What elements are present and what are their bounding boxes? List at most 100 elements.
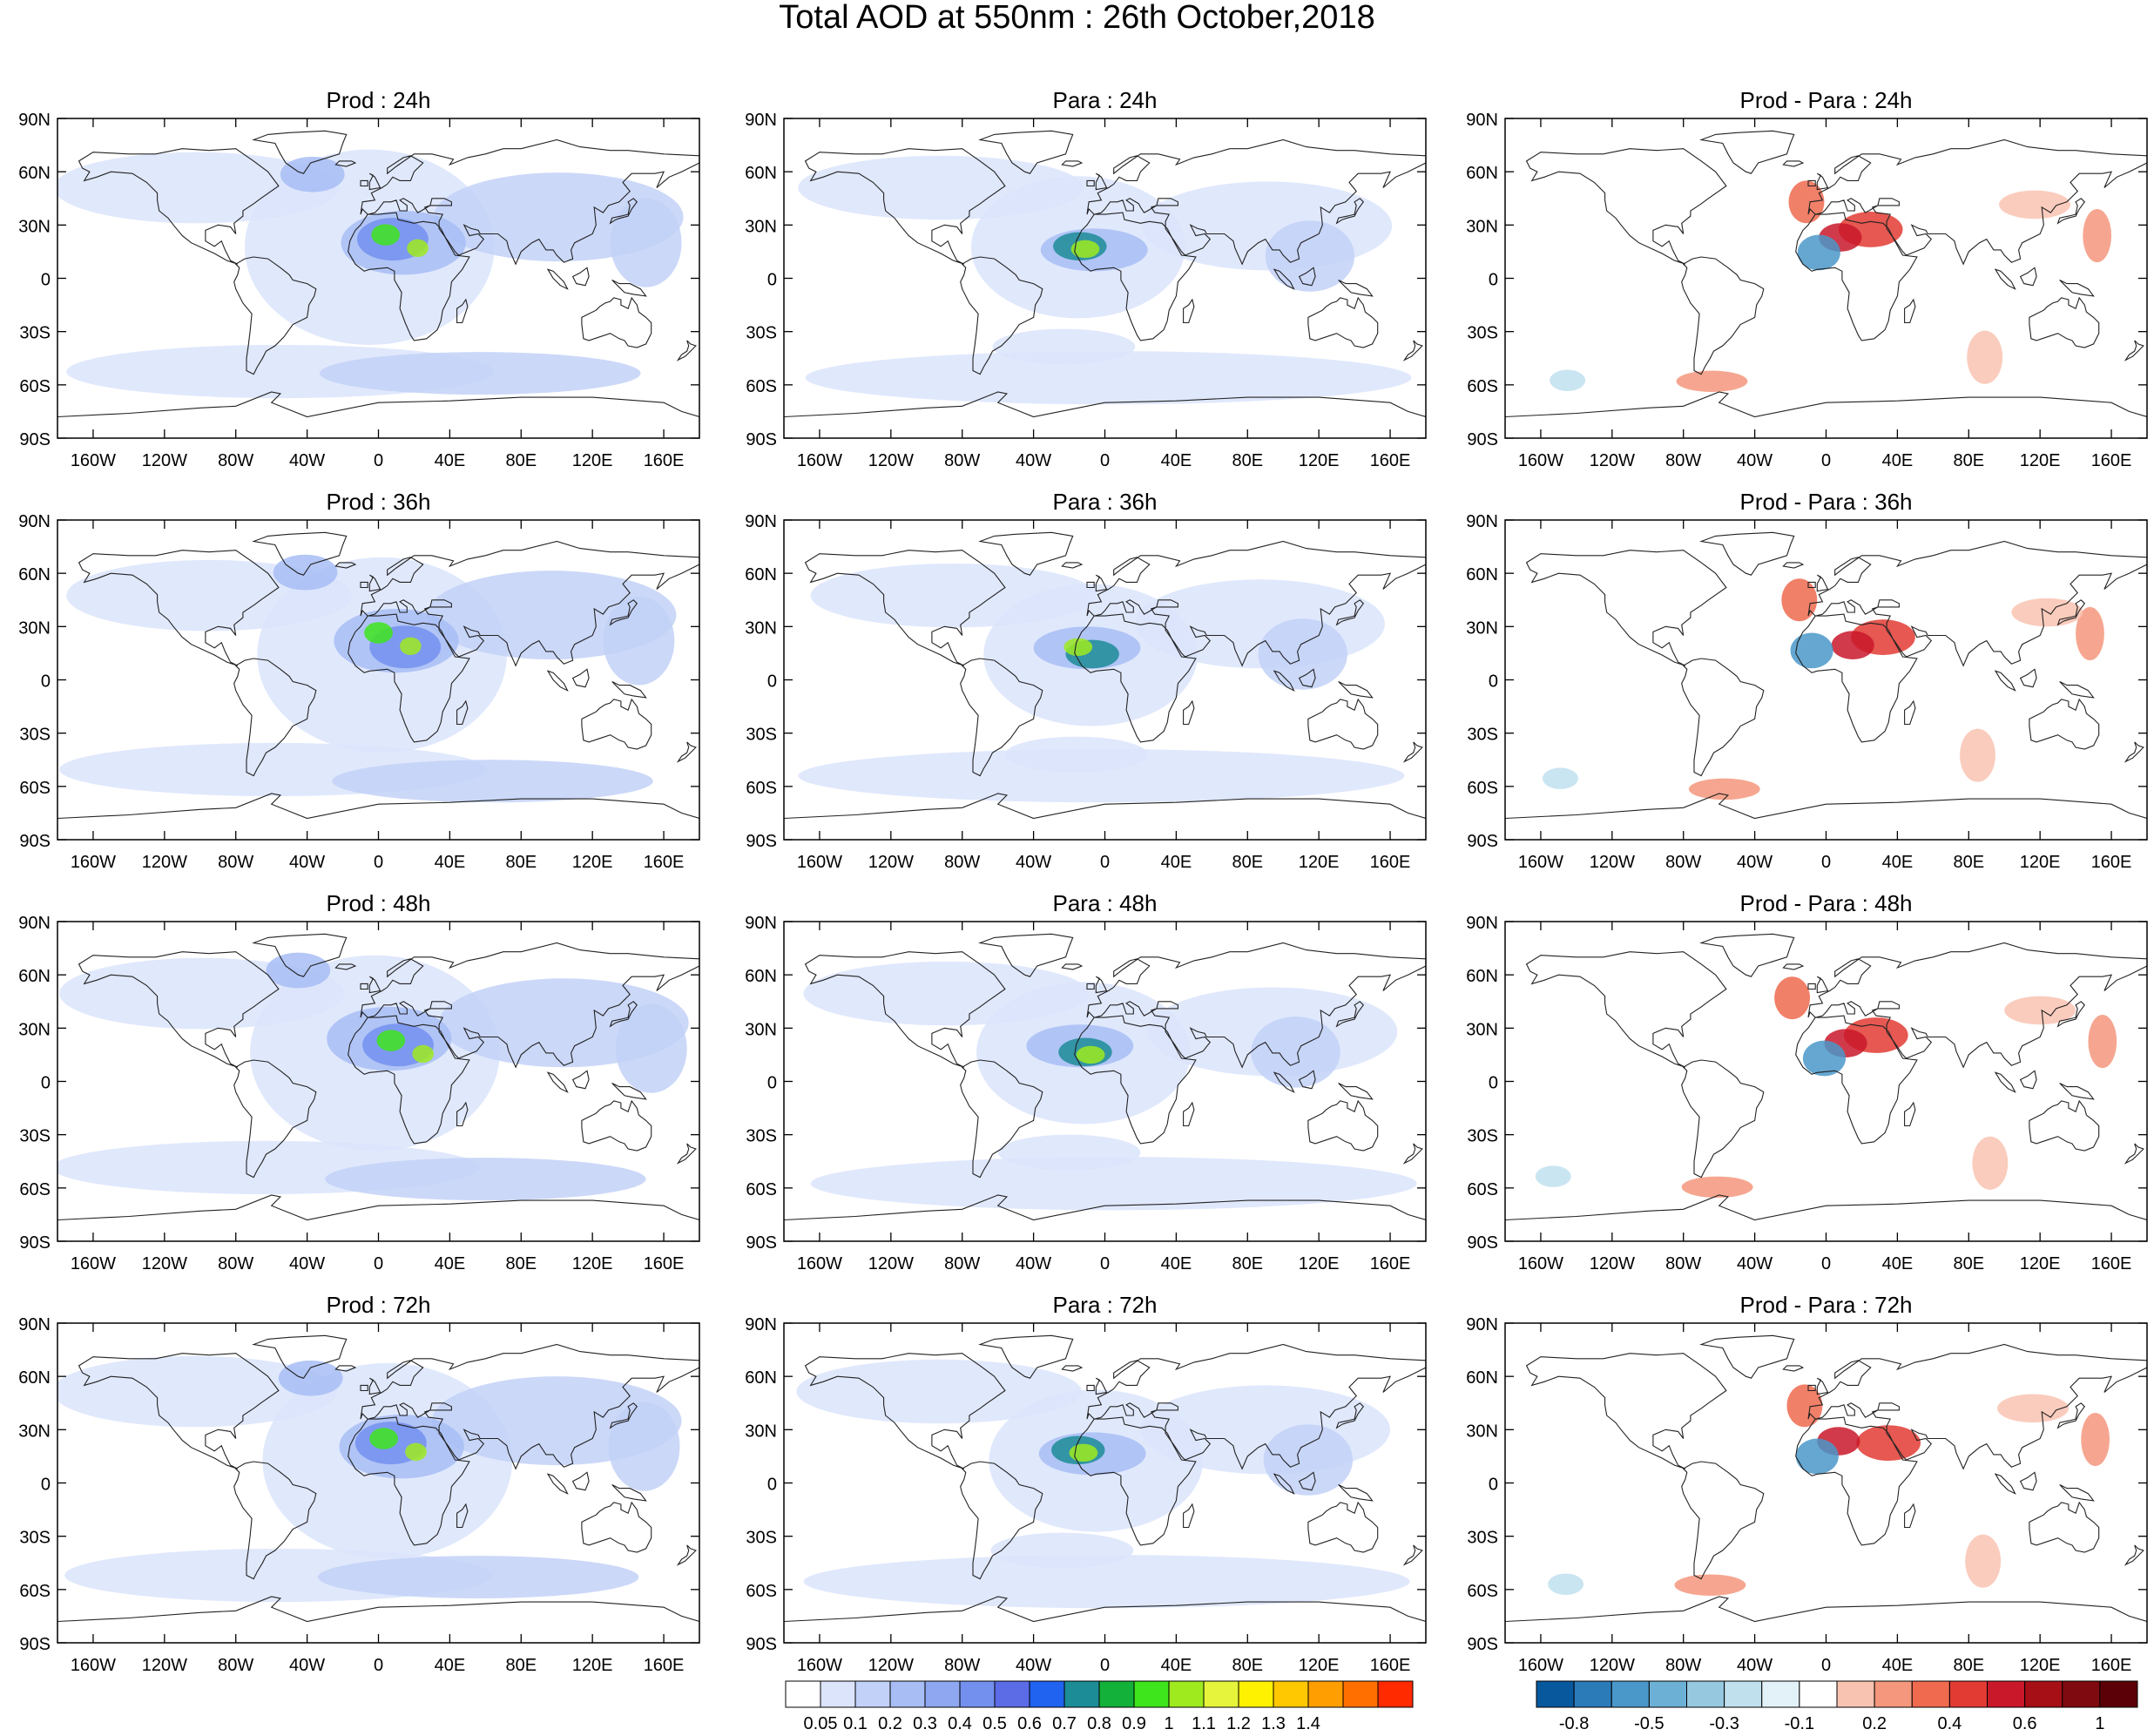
aerosol-field [1688,778,1760,800]
panel-2-2: Prod - Para : 48h 90N 60N 30N 0 30S 60S 90S 160W… [1466,890,2148,1273]
lon-tick-label: 40E [435,853,466,872]
lon-tick-label: 40E [1161,1254,1192,1273]
lat-tick-label: 60N [745,164,777,183]
coastline [1904,699,1916,726]
coastline [1273,1473,1295,1495]
panel-1-0: Para : 24h 90N 60N 30N 0 30S 60S 90S 160W 120W 80W… [745,87,1427,470]
lon-tick-label: 160W [1518,853,1563,872]
coastline [571,668,590,688]
lon-tick-label: 120E [2020,1254,2061,1273]
aerosol-field [2076,606,2104,661]
coastline [1183,298,1195,324]
panel-title: Para : 36h [1053,489,1158,515]
aerosol-field [278,1360,343,1396]
colorbar-swatch [1761,1680,1800,1708]
lat-tick-label: 30S [1467,324,1498,343]
coastline [1338,681,1374,699]
aerosol-field [1548,1573,1584,1595]
aerosol-field [364,622,393,644]
coastline [348,1015,470,1145]
coastline [1525,951,1727,1068]
aerosol-field [405,1442,427,1462]
coastline [2124,1544,2144,1566]
colorbar-label: 1.2 [1226,1714,1251,1733]
coastline [456,1503,469,1529]
coastline [1807,179,1816,187]
colorbar-label: -0.8 [1559,1714,1589,1733]
coastline [1086,983,1095,990]
colorbar-label: 0.1 [843,1714,868,1733]
aerosol-field [280,156,345,193]
lon-tick-label: 80W [218,1656,253,1675]
coastline [1307,1501,1379,1553]
coastline [1795,1416,1918,1546]
coastline [1782,1365,1805,1372]
aerosol-field [1069,1443,1098,1462]
aerosol-field [1831,631,1874,660]
coastline [78,951,280,1068]
coastline [1681,1461,1765,1580]
lon-tick-label: 80E [1232,853,1263,872]
aerosol-field [1781,578,1818,622]
lon-tick-label: 0 [1821,451,1831,470]
coastline [1183,699,1195,726]
coastline [2056,599,2086,626]
aerosol-field [317,1556,639,1599]
lon-tick-label: 160E [1370,1254,1411,1273]
colorbar-swatch [924,1680,961,1708]
colorbar-label: 1 [1164,1714,1173,1733]
coastline [360,540,699,667]
coastline [2056,1001,2086,1028]
lon-tick-label: 40E [1882,1656,1914,1675]
lat-tick-label: 30S [746,1127,777,1146]
lon-tick-label: 120W [868,853,914,872]
lat-tick-label: 60S [19,779,51,798]
coastline [1298,1070,1316,1090]
aerosol-field [1076,1045,1105,1064]
lat-tick-label: 0 [1489,271,1498,290]
panel-title: Prod - Para : 36h [1740,489,1913,515]
aerosol-field [1774,976,1811,1020]
coastline [1525,1353,1727,1469]
aerosol-field [798,155,1084,220]
coastline [1402,1143,1423,1165]
colorbar-label: 0.5 [982,1714,1007,1733]
coastline [252,531,348,576]
colorbar-label: 0.6 [2013,1714,2037,1733]
coastline [360,581,368,589]
colorbar-swatch [1098,1680,1135,1708]
aerosol-field [608,1402,680,1491]
aerosol-field [803,961,1090,1026]
coastline [2059,1484,2095,1502]
colorbar-swatch [1307,1680,1344,1708]
colorbar-label: 1.1 [1192,1714,1216,1733]
lon-tick-label: 160E [2091,853,2132,872]
lon-tick-label: 80W [1665,1656,1701,1675]
aerosol-field [1676,370,1748,392]
colorbar-swatch [1536,1680,1575,1708]
lon-tick-label: 120E [1299,451,1340,470]
coastline [546,1473,569,1495]
coastline [2059,1083,2095,1100]
aerosol-field [1997,1394,2069,1423]
coastline [1782,160,1805,167]
coastline [1525,550,1727,666]
lat-tick-label: 60S [19,377,51,396]
lat-tick-label: 0 [1489,1476,1498,1495]
lon-tick-label: 120E [572,451,613,470]
lat-tick-label: 0 [767,1476,777,1495]
lon-tick-label: 0 [1100,1656,1110,1675]
coastline [2029,1501,2100,1553]
lat-tick-label: 0 [1489,1074,1498,1093]
panel-title: Prod : 24h [327,87,431,113]
panel-0-3: Prod : 72h 90N 60N 30N 0 30S 60S 90S 160W 120W 80W… [18,1292,700,1675]
panel-title: Para : 24h [1053,87,1158,113]
aerosol-field [376,1030,406,1051]
coastline [1061,160,1084,167]
colorbar-swatch [1029,1680,1065,1708]
lat-tick-label: 30S [746,726,777,745]
lat-tick-label: 90S [1467,1233,1498,1253]
lon-tick-label: 40W [1737,853,1772,872]
lon-tick-label: 0 [374,451,383,470]
